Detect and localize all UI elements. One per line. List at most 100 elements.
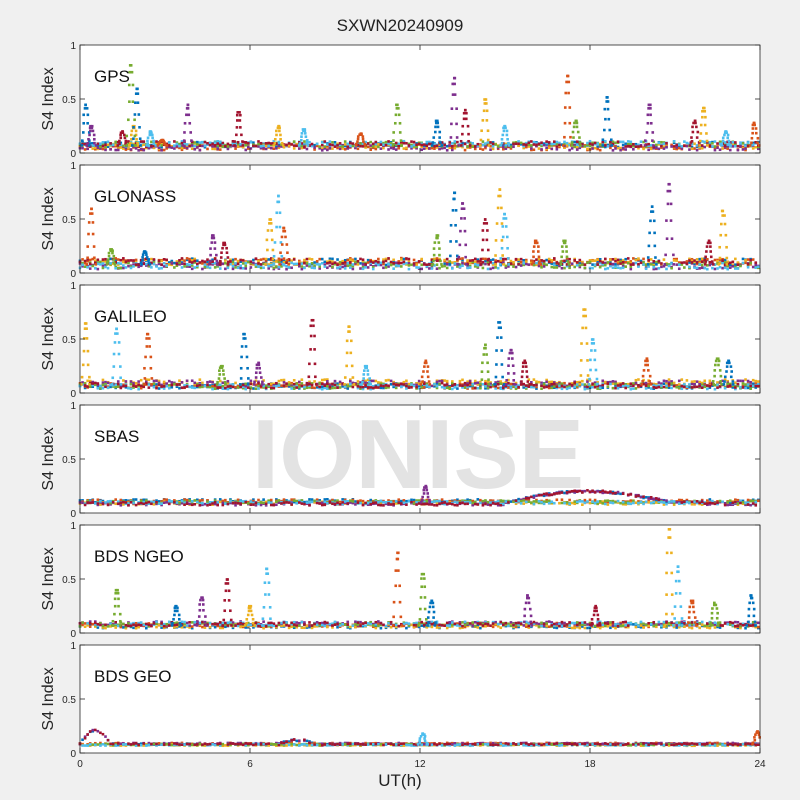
data-point bbox=[591, 338, 595, 341]
data-point bbox=[162, 387, 166, 390]
data-point bbox=[241, 144, 245, 147]
data-point bbox=[507, 386, 510, 389]
data-point bbox=[86, 258, 89, 261]
data-point bbox=[211, 142, 214, 146]
data-point bbox=[568, 121, 572, 125]
data-point bbox=[498, 188, 502, 191]
data-point bbox=[666, 202, 670, 206]
data-point bbox=[510, 348, 513, 352]
data-point bbox=[507, 383, 510, 387]
data-point bbox=[118, 139, 121, 143]
data-point bbox=[713, 258, 717, 262]
data-point bbox=[328, 264, 332, 268]
data-point bbox=[364, 379, 367, 383]
data-point bbox=[451, 142, 454, 145]
data-point bbox=[280, 145, 283, 148]
data-point bbox=[193, 257, 197, 261]
data-point bbox=[619, 384, 622, 388]
data-point bbox=[496, 259, 500, 263]
data-point bbox=[619, 148, 622, 152]
data-point bbox=[438, 253, 441, 257]
data-point bbox=[476, 260, 480, 263]
data-point bbox=[698, 139, 702, 143]
data-point bbox=[519, 257, 523, 261]
data-point bbox=[440, 265, 444, 268]
data-point bbox=[86, 363, 90, 367]
data-point bbox=[308, 263, 311, 266]
data-point bbox=[132, 263, 135, 266]
data-point bbox=[369, 386, 372, 389]
data-point bbox=[749, 258, 752, 262]
data-point bbox=[547, 260, 551, 264]
data-point bbox=[236, 259, 240, 263]
data-point bbox=[634, 378, 638, 382]
data-point bbox=[435, 257, 439, 260]
data-point bbox=[303, 385, 306, 389]
data-point bbox=[690, 136, 693, 139]
data-point bbox=[624, 145, 627, 148]
data-point bbox=[402, 499, 406, 502]
data-point bbox=[517, 140, 520, 143]
data-point bbox=[96, 261, 100, 264]
data-point bbox=[308, 382, 311, 386]
data-point bbox=[645, 357, 649, 361]
data-point bbox=[664, 253, 667, 257]
data-point bbox=[458, 382, 462, 386]
data-point bbox=[749, 261, 752, 265]
data-point bbox=[343, 258, 347, 262]
data-point bbox=[751, 265, 755, 269]
data-point bbox=[675, 257, 678, 261]
data-point bbox=[257, 363, 261, 367]
data-point bbox=[82, 349, 86, 353]
data-point bbox=[451, 209, 455, 212]
data-point bbox=[688, 265, 691, 269]
data-point bbox=[454, 223, 457, 227]
data-point bbox=[428, 142, 431, 146]
data-point bbox=[178, 386, 181, 390]
data-point bbox=[231, 258, 235, 262]
data-point bbox=[430, 384, 434, 388]
data-point bbox=[320, 385, 324, 389]
data-point bbox=[134, 144, 137, 147]
data-point bbox=[221, 381, 225, 385]
data-point bbox=[198, 383, 202, 387]
data-point bbox=[88, 383, 91, 386]
data-point bbox=[112, 365, 116, 368]
data-point bbox=[224, 386, 227, 390]
data-point bbox=[349, 266, 352, 269]
data-point bbox=[451, 261, 454, 264]
data-point bbox=[489, 148, 492, 151]
data-point bbox=[249, 379, 253, 383]
data-point bbox=[449, 240, 452, 243]
data-point bbox=[629, 145, 633, 148]
data-point bbox=[395, 107, 399, 110]
data-point bbox=[484, 259, 487, 263]
data-point bbox=[606, 385, 610, 389]
data-point bbox=[387, 142, 390, 146]
data-point bbox=[483, 218, 487, 221]
data-point bbox=[313, 266, 316, 270]
data-point bbox=[535, 263, 538, 267]
data-point bbox=[254, 379, 258, 383]
data-point bbox=[667, 382, 671, 386]
data-point bbox=[685, 379, 689, 382]
data-point bbox=[346, 264, 350, 268]
data-point bbox=[713, 369, 717, 372]
data-point bbox=[485, 102, 488, 105]
data-point bbox=[94, 147, 97, 151]
data-point bbox=[365, 366, 369, 370]
data-point bbox=[231, 144, 235, 148]
data-point bbox=[303, 261, 306, 265]
data-point bbox=[532, 255, 535, 259]
data-point bbox=[215, 263, 219, 266]
data-point bbox=[542, 143, 546, 147]
data-point bbox=[285, 261, 288, 265]
data-point bbox=[234, 257, 237, 261]
data-point bbox=[92, 245, 96, 248]
data-point bbox=[341, 261, 344, 265]
data-point bbox=[547, 259, 551, 262]
data-point bbox=[109, 382, 112, 385]
data-point bbox=[532, 148, 536, 152]
data-point bbox=[257, 140, 260, 143]
data-point bbox=[435, 267, 439, 271]
